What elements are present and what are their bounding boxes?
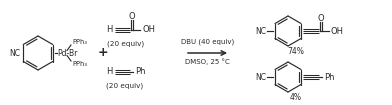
Text: Ph: Ph xyxy=(324,72,334,81)
Text: OH: OH xyxy=(143,26,156,35)
Text: OH: OH xyxy=(331,26,344,35)
Text: H: H xyxy=(107,26,113,35)
Text: DBU (40 equiv): DBU (40 equiv) xyxy=(181,39,234,45)
Text: DMSO, 25 °C: DMSO, 25 °C xyxy=(185,59,230,65)
Text: O: O xyxy=(318,14,324,23)
Text: PPh₃: PPh₃ xyxy=(72,61,87,67)
Text: 74%: 74% xyxy=(288,47,305,56)
Text: (20 equiv): (20 equiv) xyxy=(107,83,143,89)
Text: Pd-Br: Pd-Br xyxy=(57,49,77,58)
Text: PPh₃: PPh₃ xyxy=(72,39,87,45)
Text: Ph: Ph xyxy=(135,68,145,77)
Text: NC: NC xyxy=(255,26,266,35)
Text: 4%: 4% xyxy=(290,93,302,102)
Text: O: O xyxy=(129,12,135,21)
Text: (20 equiv): (20 equiv) xyxy=(107,41,144,47)
Text: +: + xyxy=(98,47,108,60)
Text: NC: NC xyxy=(9,49,20,58)
Text: H: H xyxy=(107,68,113,77)
Text: NC: NC xyxy=(255,72,266,81)
